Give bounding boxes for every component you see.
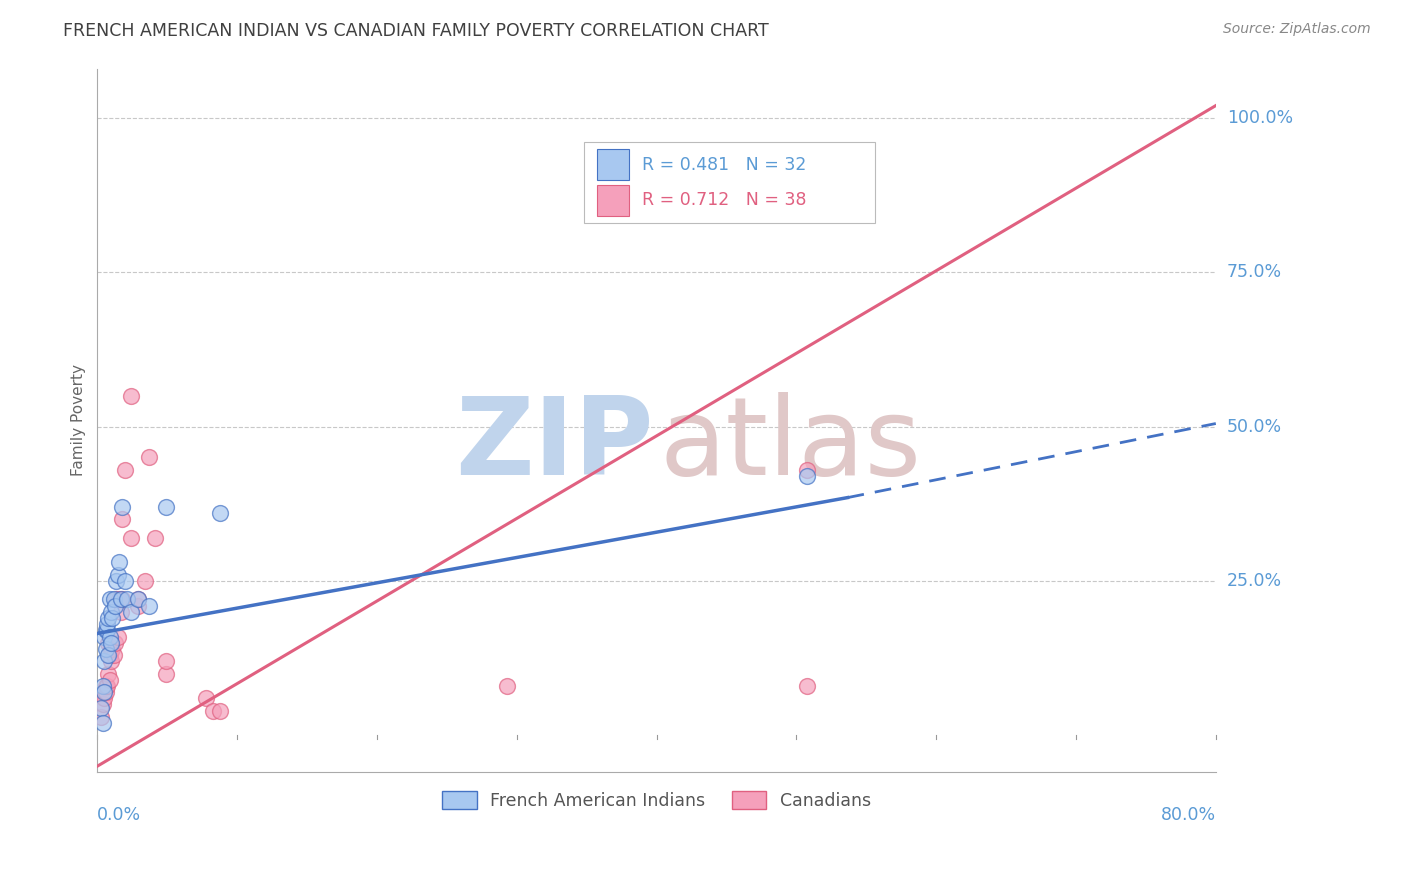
Point — [104, 636, 127, 650]
Point — [91, 679, 114, 693]
Point — [110, 605, 132, 619]
Point — [101, 611, 124, 625]
Point — [108, 556, 131, 570]
Point — [155, 500, 177, 514]
Point — [98, 630, 121, 644]
Point — [94, 641, 117, 656]
Point — [97, 611, 120, 625]
Point — [155, 666, 177, 681]
Point — [117, 592, 139, 607]
Point — [495, 679, 517, 693]
Point — [138, 450, 160, 465]
Text: 75.0%: 75.0% — [1227, 263, 1282, 281]
Point — [111, 500, 134, 514]
Point — [105, 592, 128, 607]
Point — [96, 679, 118, 693]
Point — [94, 685, 117, 699]
FancyBboxPatch shape — [598, 150, 628, 180]
Point — [120, 531, 142, 545]
Point — [111, 592, 134, 607]
Text: Source: ZipAtlas.com: Source: ZipAtlas.com — [1223, 22, 1371, 37]
Point — [209, 704, 232, 718]
Point — [96, 624, 118, 638]
Point — [105, 574, 128, 588]
Y-axis label: Family Poverty: Family Poverty — [72, 365, 86, 476]
Point — [94, 624, 117, 638]
Point — [100, 641, 122, 656]
Point — [93, 630, 115, 644]
Point — [100, 636, 122, 650]
Point — [108, 592, 131, 607]
Point — [98, 648, 121, 662]
Point — [103, 592, 125, 607]
Point — [110, 592, 132, 607]
Point — [100, 654, 122, 668]
Point — [107, 630, 129, 644]
Point — [134, 574, 156, 588]
Point — [195, 691, 218, 706]
Point — [143, 531, 166, 545]
FancyBboxPatch shape — [583, 143, 875, 223]
Point — [101, 641, 124, 656]
Point — [98, 592, 121, 607]
Point — [796, 469, 818, 483]
Point — [127, 599, 149, 613]
Point — [127, 592, 149, 607]
Point — [796, 463, 818, 477]
Point — [104, 599, 127, 613]
Point — [93, 654, 115, 668]
Point — [93, 685, 115, 699]
Legend: French American Indians, Canadians: French American Indians, Canadians — [434, 784, 879, 816]
Point — [97, 648, 120, 662]
Point — [98, 673, 121, 687]
Point — [114, 574, 136, 588]
Point — [91, 698, 114, 712]
Point — [97, 636, 120, 650]
Text: 25.0%: 25.0% — [1227, 572, 1282, 590]
Point — [120, 389, 142, 403]
Text: R = 0.712   N = 38: R = 0.712 N = 38 — [643, 191, 807, 209]
Point — [111, 512, 134, 526]
Text: 80.0%: 80.0% — [1161, 806, 1216, 824]
Point — [90, 710, 112, 724]
Point — [209, 506, 232, 520]
Point — [107, 567, 129, 582]
Point — [90, 700, 112, 714]
Point — [138, 599, 160, 613]
Point — [127, 592, 149, 607]
Point — [91, 715, 114, 730]
Text: FRENCH AMERICAN INDIAN VS CANADIAN FAMILY POVERTY CORRELATION CHART: FRENCH AMERICAN INDIAN VS CANADIAN FAMIL… — [63, 22, 769, 40]
FancyBboxPatch shape — [598, 185, 628, 216]
Point — [155, 654, 177, 668]
Point — [114, 463, 136, 477]
Text: ZIP: ZIP — [454, 392, 654, 498]
Text: R = 0.481   N = 32: R = 0.481 N = 32 — [643, 156, 807, 174]
Point — [202, 704, 225, 718]
Point — [96, 617, 118, 632]
Point — [97, 666, 120, 681]
Text: atlas: atlas — [659, 392, 922, 498]
Text: 0.0%: 0.0% — [97, 806, 142, 824]
Text: 50.0%: 50.0% — [1227, 417, 1282, 435]
Point — [120, 605, 142, 619]
Text: 100.0%: 100.0% — [1227, 109, 1294, 127]
Point — [103, 648, 125, 662]
Point — [100, 605, 122, 619]
Point — [796, 679, 818, 693]
Point — [94, 679, 117, 693]
Point — [93, 691, 115, 706]
